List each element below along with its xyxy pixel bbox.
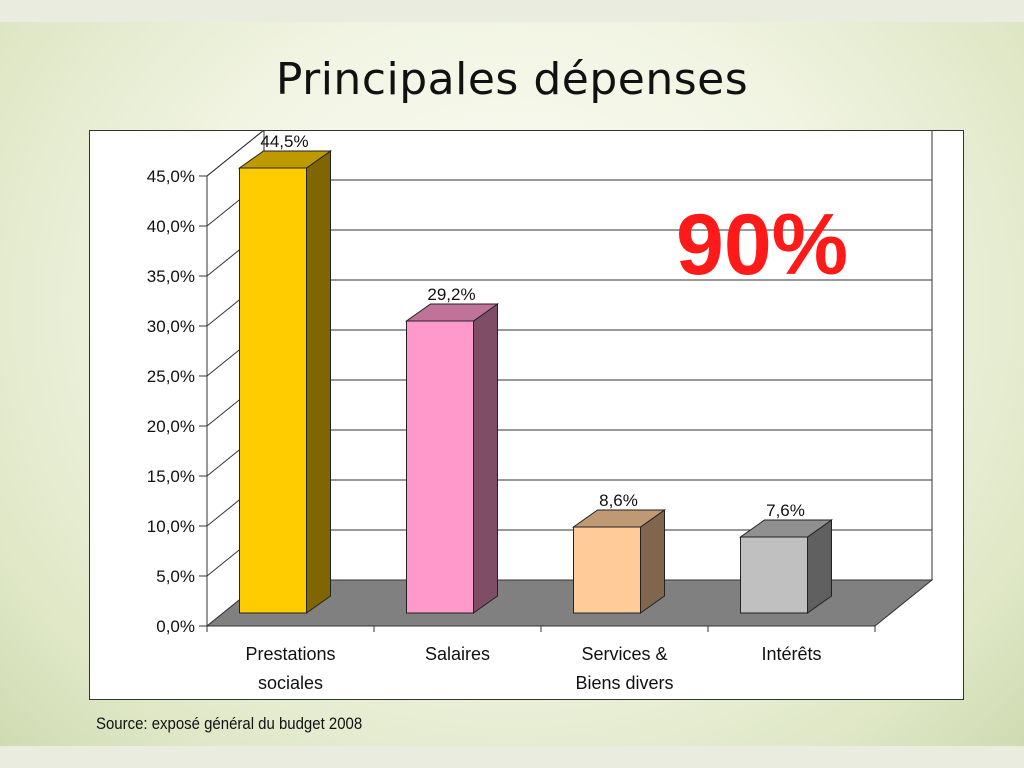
bar-side	[640, 509, 665, 614]
bar	[239, 167, 307, 614]
y-tick-label: 45,0%	[147, 167, 195, 186]
data-label: 8,6%	[599, 491, 638, 510]
data-label: 44,5%	[260, 132, 308, 151]
source-note: Source: exposé général du budget 2008	[96, 714, 363, 733]
y-tick-label: 35,0%	[147, 267, 195, 286]
y-tick-label: 0,0%	[156, 617, 195, 636]
bar-chart: 0,0% 5,0% 10,0% 15,0% 20,0% 25,0% 30,0% 35,0% 40…	[147, 131, 934, 693]
y-tick-label: 30,0%	[147, 317, 195, 336]
bar	[406, 320, 474, 614]
x-category-label: Prestations	[245, 644, 335, 664]
bar-side	[306, 150, 331, 614]
data-label: 29,2%	[427, 285, 475, 304]
highlight-percentage: 90%	[676, 197, 849, 293]
y-tick-label: 10,0%	[147, 517, 195, 536]
y-tick-label: 15,0%	[147, 467, 195, 486]
y-tick-label: 5,0%	[156, 567, 195, 586]
x-category-label: sociales	[258, 673, 323, 693]
data-label: 7,6%	[766, 501, 805, 520]
bar	[740, 536, 808, 614]
x-category-label: Services &	[581, 644, 667, 664]
y-tick-label: 40,0%	[147, 217, 195, 236]
bar	[573, 526, 641, 614]
bar-side	[473, 303, 498, 614]
x-category-label: Salaires	[425, 644, 490, 664]
y-tick-label: 25,0%	[147, 367, 195, 386]
top-decorative-band	[0, 0, 1024, 22]
slide-title: Principales dépenses	[275, 54, 749, 105]
gridline	[206, 131, 264, 177]
x-category-label: Intérêts	[761, 644, 821, 664]
chart-frame: 0,0% 5,0% 10,0% 15,0% 20,0% 25,0% 30,0% 35,0% 40…	[89, 130, 964, 700]
y-tick-label: 20,0%	[147, 417, 195, 436]
x-category-label: Biens divers	[575, 673, 673, 693]
bottom-decorative-band	[0, 746, 1024, 768]
